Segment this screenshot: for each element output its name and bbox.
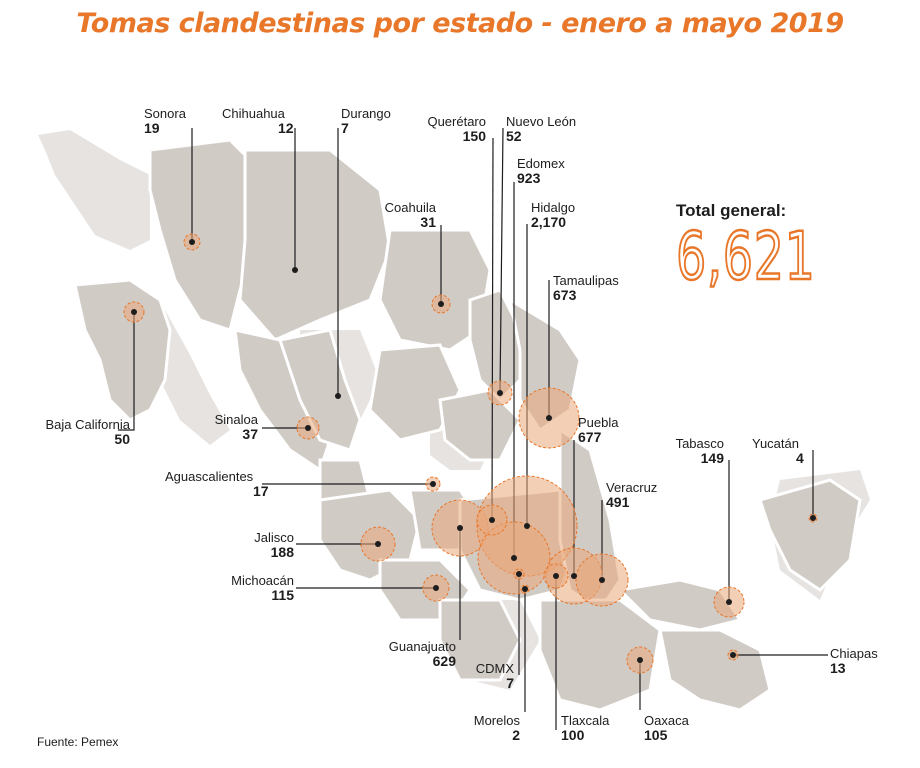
label-guanajuato: Guanajuato 629: [372, 639, 456, 669]
label-edomex: Edomex 923: [517, 156, 565, 186]
label-chiapas: Chiapas 13: [830, 646, 878, 676]
state-value: 2,170: [531, 214, 567, 230]
state-value: 37: [242, 426, 258, 442]
state-name: Durango: [341, 106, 391, 121]
label-oaxaca: Oaxaca 105: [644, 713, 689, 743]
state-name: Nuevo León: [506, 114, 577, 129]
source-note: Fuente: Pemex: [37, 735, 119, 749]
label-veracruz: Veracruz 491: [606, 480, 658, 510]
state-value: 31: [420, 214, 436, 230]
state-value: 19: [144, 120, 160, 136]
state-value: 677: [578, 429, 602, 445]
state-name: Yucatán: [752, 436, 799, 451]
state-value: 105: [644, 727, 668, 743]
state-value: 150: [462, 128, 486, 144]
label-chihuahua: Chihuahua 12: [222, 106, 294, 136]
state-name: Michoacán: [231, 573, 294, 588]
state-name: Tabasco: [675, 436, 724, 451]
total-label: Total general:: [676, 201, 787, 220]
region-coahuila: [378, 228, 492, 352]
state-value: 673: [553, 287, 577, 303]
state-name: Chiapas: [830, 646, 878, 661]
state-name: Sinaloa: [214, 412, 258, 427]
state-name: Aguascalientes: [165, 469, 254, 484]
label-jalisco: Jalisco 188: [238, 530, 294, 560]
state-name: CDMX: [475, 661, 514, 676]
label-durango: Durango 7: [341, 106, 391, 136]
label-sonora: Sonora 19: [144, 106, 186, 136]
region-durango: [278, 328, 362, 452]
land-dark: [73, 138, 862, 712]
map-title: Tomas clandestinas por estado - enero a …: [76, 8, 844, 39]
label-yucatan: Yucatán 4: [752, 436, 804, 466]
state-value: 50: [114, 431, 130, 447]
state-name: Tlaxcala: [561, 713, 610, 728]
state-name: Sonora: [144, 106, 186, 121]
state-name: Puebla: [578, 415, 619, 430]
label-tamaulipas: Tamaulipas 673: [553, 273, 619, 303]
state-value: 188: [270, 544, 294, 560]
state-value: 115: [271, 587, 294, 603]
state-value: 2: [512, 727, 520, 743]
label-baja-california: Baja California 50: [25, 417, 130, 447]
state-value: 13: [830, 660, 846, 676]
leader-baja: [118, 312, 135, 431]
region-oaxaca: [538, 598, 662, 712]
total-value: 6,621: [675, 218, 816, 295]
state-name: Chihuahua: [222, 106, 285, 121]
state-name: Tamaulipas: [553, 273, 619, 288]
state-value: 923: [517, 170, 541, 186]
label-queretaro: Querétaro 150: [414, 114, 486, 144]
region-tabasco: [616, 578, 743, 632]
label-aguascalientes: Aguascalientes 17: [165, 469, 269, 499]
label-tabasco: Tabasco 149: [660, 436, 724, 466]
label-nuevo-leon: Nuevo León 52: [506, 114, 577, 144]
state-value: 17: [253, 483, 269, 499]
region-zacatecas: [368, 343, 462, 442]
state-value: 7: [341, 120, 349, 136]
state-name: Edomex: [517, 156, 565, 171]
leader-queretaro: [491, 137, 494, 521]
state-value: 4: [796, 450, 804, 466]
state-value: 149: [700, 450, 724, 466]
label-sinaloa: Sinaloa 37: [200, 412, 258, 442]
state-name: Veracruz: [606, 480, 658, 495]
state-name: Baja California: [45, 417, 130, 432]
region-chiapas: [658, 628, 772, 712]
state-name: Jalisco: [254, 530, 294, 545]
region-yucatan: [758, 478, 862, 592]
state-value: 629: [432, 653, 456, 669]
state-name: Guanajuato: [388, 639, 456, 654]
state-value: 100: [561, 727, 585, 743]
region-baja-california: [73, 278, 172, 422]
anchor-dots: [131, 239, 816, 663]
state-value: 491: [606, 494, 630, 510]
label-puebla: Puebla 677: [578, 415, 619, 445]
label-cdmx: CDMX 7: [460, 661, 514, 691]
label-tlaxcala: Tlaxcala 100: [561, 713, 610, 743]
state-name: Hidalgo: [531, 200, 576, 215]
state-name: Coahuila: [384, 200, 436, 215]
state-value: 52: [506, 128, 522, 144]
label-michoacan: Michoacán 115: [214, 573, 294, 603]
region-chihuahua: [238, 148, 392, 342]
state-name: Querétaro: [427, 114, 486, 129]
leader-nuevo-leon: [499, 127, 504, 394]
state-value: 12: [278, 120, 294, 136]
label-coahuila: Coahuila 31: [370, 200, 436, 230]
label-morelos: Morelos 2: [458, 713, 520, 743]
state-name: Oaxaca: [644, 713, 689, 728]
label-hidalgo: Hidalgo 2,170: [531, 200, 576, 230]
state-value: 7: [506, 675, 514, 691]
state-name: Morelos: [473, 713, 520, 728]
